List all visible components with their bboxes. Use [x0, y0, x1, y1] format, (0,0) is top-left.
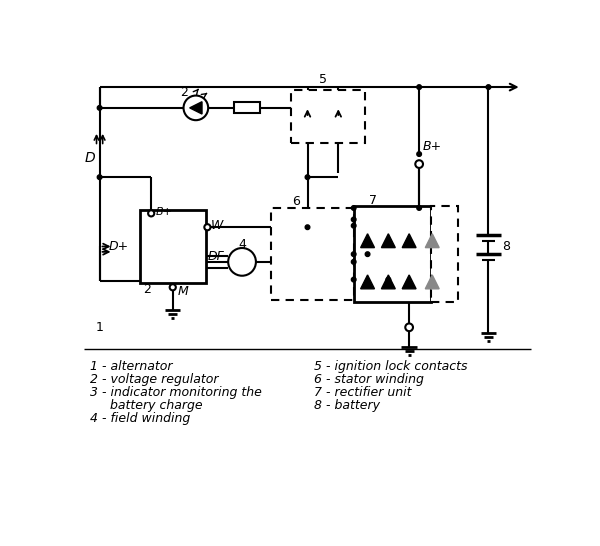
Bar [140, 210, 206, 283]
Circle shape [417, 152, 421, 156]
Text: 2 - voltage regulator: 2 - voltage regulator [91, 373, 219, 386]
Circle shape [170, 284, 176, 290]
Circle shape [352, 206, 356, 210]
Bar [271, 208, 354, 300]
Text: 6: 6 [292, 195, 300, 209]
Circle shape [415, 160, 423, 168]
Polygon shape [402, 275, 416, 289]
Circle shape [97, 175, 102, 180]
Polygon shape [382, 234, 395, 248]
Circle shape [184, 96, 208, 120]
Text: 3 - indicator monitoring the: 3 - indicator monitoring the [91, 386, 262, 399]
Text: B+: B+ [423, 140, 442, 153]
Circle shape [352, 223, 356, 228]
Polygon shape [190, 102, 202, 114]
Text: 8 - battery: 8 - battery [314, 399, 380, 412]
Circle shape [148, 210, 154, 216]
Text: 7: 7 [369, 194, 377, 207]
Circle shape [97, 105, 102, 110]
Text: DF: DF [208, 250, 224, 263]
Circle shape [228, 248, 256, 276]
Circle shape [365, 252, 370, 257]
Text: 2: 2 [143, 283, 151, 296]
Text: B+: B+ [156, 207, 173, 217]
Text: D: D [85, 151, 95, 165]
Bar [354, 206, 431, 302]
Circle shape [352, 277, 356, 282]
Text: battery charge: battery charge [91, 399, 203, 412]
Text: 5: 5 [319, 73, 327, 86]
Circle shape [486, 85, 491, 90]
Text: 4 - field winding: 4 - field winding [91, 412, 191, 425]
Circle shape [417, 85, 421, 90]
Text: 4: 4 [238, 239, 246, 251]
Text: 6 - stator winding: 6 - stator winding [314, 373, 424, 386]
Text: W: W [211, 219, 224, 232]
Circle shape [386, 277, 391, 282]
Text: 5 - ignition lock contacts: 5 - ignition lock contacts [314, 360, 467, 373]
Text: 2: 2 [181, 86, 188, 99]
Circle shape [305, 175, 310, 180]
Bar [431, 206, 458, 302]
Text: 8: 8 [502, 240, 511, 253]
Polygon shape [361, 234, 374, 248]
Bar [235, 103, 260, 113]
Text: D+: D+ [109, 240, 129, 253]
Text: 1: 1 [95, 321, 104, 334]
Text: M: M [178, 286, 189, 299]
Circle shape [352, 252, 356, 257]
Circle shape [205, 224, 211, 230]
Circle shape [417, 206, 421, 210]
Polygon shape [425, 275, 439, 289]
Circle shape [352, 217, 356, 222]
Circle shape [405, 323, 413, 331]
Circle shape [305, 225, 310, 229]
Circle shape [352, 259, 356, 264]
Polygon shape [382, 275, 395, 289]
Polygon shape [425, 234, 439, 248]
Polygon shape [402, 234, 416, 248]
Text: 7 - rectifier unit: 7 - rectifier unit [314, 386, 411, 399]
Polygon shape [361, 275, 374, 289]
Text: 1 - alternator: 1 - alternator [91, 360, 173, 373]
Bar [290, 90, 365, 143]
